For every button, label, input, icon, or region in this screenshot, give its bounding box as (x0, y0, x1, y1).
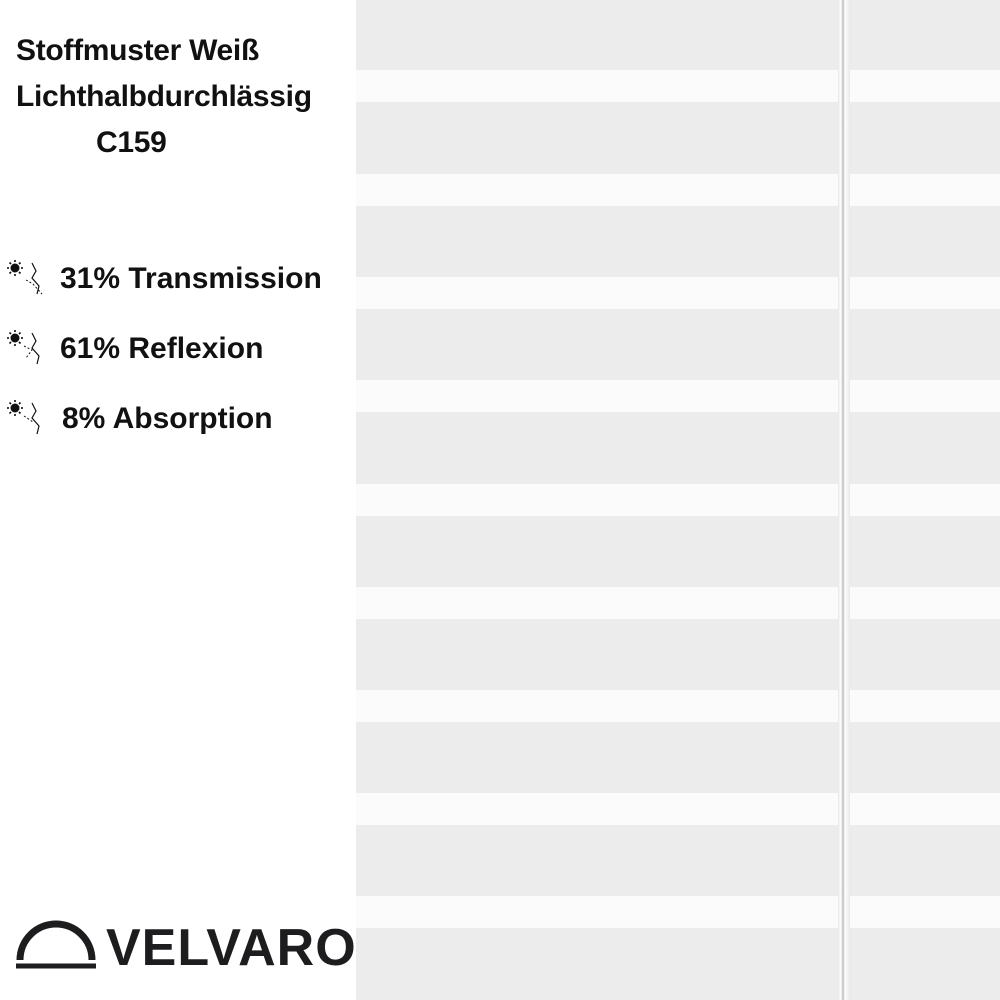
pleat-cord (838, 0, 850, 1000)
sun-reflection-icon (7, 330, 40, 365)
product-subtitle: Lichthalbdurchlässig (16, 80, 312, 113)
stat-transmission-label: 31% Transmission (60, 262, 322, 295)
fabric-stripe (356, 896, 1000, 928)
fabric-stripe (356, 690, 1000, 722)
fabric-stripe (356, 277, 1000, 309)
dome-logo-icon (16, 920, 96, 969)
brand-logo: VELVARO (14, 908, 357, 988)
sun-absorption-icon (7, 400, 40, 435)
fabric-sample-image (356, 0, 1000, 1000)
brand-name: VELVARO (106, 919, 357, 977)
fabric-stripe (356, 484, 1000, 516)
fabric-stripe (356, 70, 1000, 102)
fabric-stripe (356, 587, 1000, 619)
product-info-panel: Stoffmuster Weiß Lichthalbdurchlässig C1… (0, 0, 356, 1000)
sun-transmission-icon (7, 260, 43, 295)
fabric-stripe (356, 793, 1000, 825)
product-code: C159 (96, 126, 167, 159)
fabric-stripe (356, 380, 1000, 412)
product-title: Stoffmuster Weiß (16, 34, 259, 67)
stat-absorption-label: 8% Absorption (62, 402, 273, 435)
fabric-stripe (356, 174, 1000, 206)
stat-reflection-label: 61% Reflexion (60, 332, 264, 365)
